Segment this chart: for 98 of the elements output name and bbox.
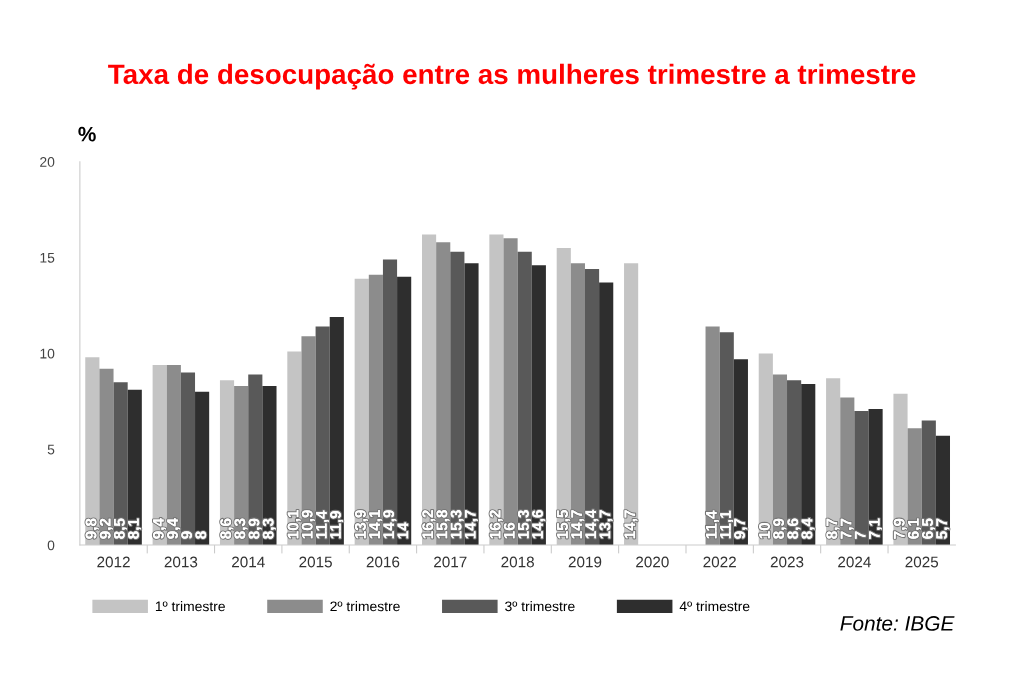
bar xyxy=(99,368,114,546)
data-label: 16,2 xyxy=(422,510,436,539)
source-note: Fonte: IBGE xyxy=(840,616,955,631)
legend-label: 3º trimestre xyxy=(505,601,575,612)
bar xyxy=(570,263,585,546)
bar xyxy=(719,332,734,546)
data-label: 9,2 xyxy=(99,518,113,539)
data-label: 16 xyxy=(503,522,515,539)
bar xyxy=(166,364,181,546)
data-label: 8,6 xyxy=(220,518,234,539)
x-tick-label: 2016 xyxy=(366,556,400,568)
data-label: 15,3 xyxy=(517,510,532,539)
bar xyxy=(840,397,855,546)
data-label: 7,7 xyxy=(840,518,854,539)
data-label: 8,9 xyxy=(773,518,787,539)
x-tick-label: 2025 xyxy=(905,556,939,568)
bar xyxy=(733,359,748,546)
bar xyxy=(436,242,451,546)
x-tick-label: 2022 xyxy=(703,556,736,568)
data-label: 6,5 xyxy=(922,518,936,539)
data-label: 16,2 xyxy=(489,510,503,539)
data-label: 7 xyxy=(854,531,866,539)
x-tick-label: 2017 xyxy=(434,556,467,568)
data-label: 9,4 xyxy=(167,518,181,539)
data-label: 8,3 xyxy=(262,518,276,539)
legend-label: 4º trimestre xyxy=(679,601,750,612)
y-tick-label: 5 xyxy=(47,444,55,455)
x-tick-label: 2023 xyxy=(770,556,804,568)
data-label: 14,9 xyxy=(383,510,397,539)
data-label: 15,5 xyxy=(557,509,571,539)
bar xyxy=(248,374,263,546)
y-tick-label: 10 xyxy=(40,348,55,359)
data-label: 10,1 xyxy=(287,509,301,539)
data-label: 11,9 xyxy=(330,510,344,539)
data-label: 8,9 xyxy=(248,518,262,539)
bar xyxy=(503,238,518,546)
data-label: 9,4 xyxy=(152,518,166,539)
data-label: 8,3 xyxy=(234,518,248,539)
bar xyxy=(301,336,316,546)
bar xyxy=(397,276,412,546)
data-label: 8 xyxy=(195,531,207,539)
y-axis-title: % xyxy=(78,126,96,142)
data-label: 11,1 xyxy=(720,510,734,539)
y-tick-label: 15 xyxy=(40,253,55,263)
x-tick-label: 2013 xyxy=(164,556,198,568)
data-label: 11,4 xyxy=(316,510,329,539)
data-label: 8,7 xyxy=(826,518,840,539)
data-label: 8,6 xyxy=(787,518,801,539)
data-label: 14,1 xyxy=(369,509,383,539)
data-label: 15,8 xyxy=(436,510,450,539)
data-label: 7,1 xyxy=(869,518,882,539)
bar xyxy=(382,259,398,546)
data-label: 8,4 xyxy=(801,518,815,539)
data-label: 5,7 xyxy=(936,518,950,539)
bar xyxy=(195,391,210,546)
data-label: 7,9 xyxy=(893,518,907,539)
data-label: 14 xyxy=(397,522,409,539)
bar xyxy=(464,263,479,546)
bar xyxy=(531,265,546,546)
y-tick-label: 20 xyxy=(40,157,55,167)
bar xyxy=(262,385,277,546)
x-tick-label: 2019 xyxy=(568,556,602,568)
bar xyxy=(180,372,196,546)
data-label: 14,7 xyxy=(464,510,478,539)
bar xyxy=(705,326,720,546)
data-label: 9,7 xyxy=(734,518,748,539)
bar xyxy=(599,282,614,546)
data-label: 14,4 xyxy=(585,509,599,539)
legend-label: 1º trimestre xyxy=(155,601,225,612)
data-label: 13,9 xyxy=(355,510,369,539)
x-tick-label: 2018 xyxy=(501,556,534,568)
x-tick-label: 2014 xyxy=(232,556,265,568)
chart-title: Taxa de desocupação entre as mulheres trimestre a trimestre xyxy=(108,63,916,90)
data-label: 9 xyxy=(181,531,193,539)
bar xyxy=(450,251,465,546)
data-label: 11,4 xyxy=(706,510,719,539)
bar xyxy=(517,251,532,546)
data-label: 9,8 xyxy=(85,518,99,539)
x-tick-label: 2024 xyxy=(838,556,871,568)
x-tick-label: 2015 xyxy=(299,556,332,568)
bar xyxy=(854,410,869,546)
data-label: 8,5 xyxy=(113,518,127,539)
data-label: 14,6 xyxy=(532,510,546,539)
data-label: 14,7 xyxy=(571,510,585,539)
y-tick-label: 0 xyxy=(47,540,55,551)
data-label: 6,1 xyxy=(907,518,921,539)
data-label: 13,7 xyxy=(599,510,613,539)
data-label: 14,7 xyxy=(624,510,638,539)
data-label: 10,9 xyxy=(301,510,315,539)
bar xyxy=(329,316,344,546)
data-label: 10 xyxy=(759,522,770,539)
legend-label: 2º trimestre xyxy=(330,601,400,612)
bar xyxy=(368,274,383,546)
data-label: 8,1 xyxy=(128,518,142,539)
data-label: 15,3 xyxy=(450,510,464,539)
bar xyxy=(584,269,600,546)
x-tick-label: 2012 xyxy=(97,556,130,568)
x-tick-label: 2020 xyxy=(636,556,669,568)
